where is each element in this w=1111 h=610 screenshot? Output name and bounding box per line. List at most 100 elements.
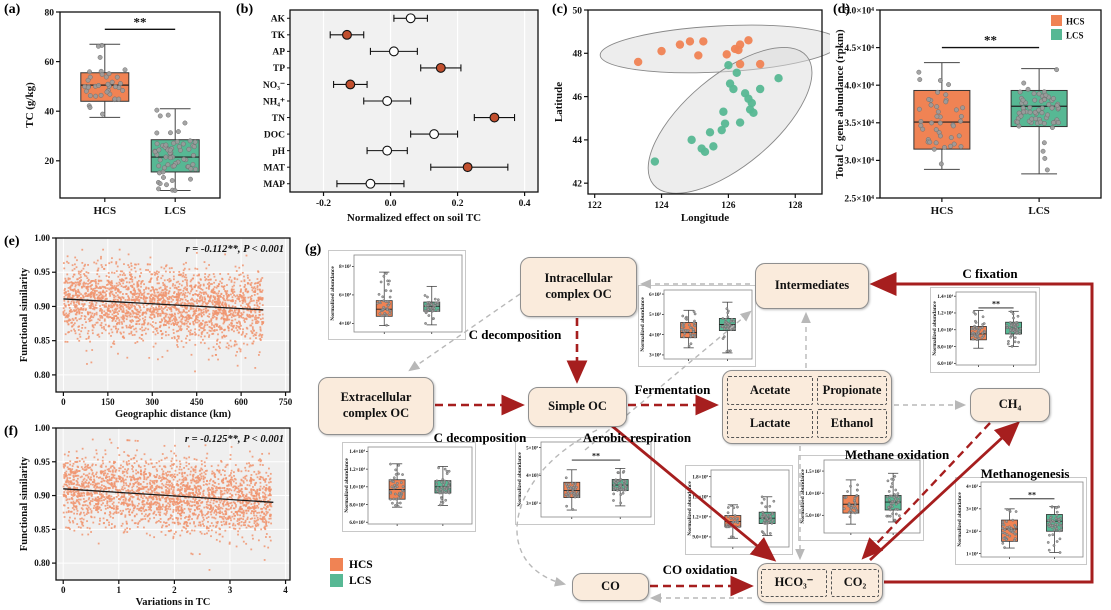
svg-text:NO₃⁻: NO₃⁻ [263, 81, 285, 91]
svg-text:126: 126 [721, 201, 736, 211]
label-c-fixation: C fixation [962, 266, 1018, 281]
panel-f-label: (f) [4, 424, 18, 439]
svg-text:pH: pH [272, 147, 285, 157]
label-co-oxidation: CO oxidation [662, 562, 738, 577]
svg-text:48: 48 [573, 50, 583, 60]
svg-text:Normalized effect on soil TC: Normalized effect on soil TC [347, 212, 481, 224]
panel-a-label: (a) [4, 2, 21, 17]
svg-text:MAP: MAP [263, 180, 285, 190]
svg-text:2.5×10⁴: 2.5×10⁴ [844, 194, 874, 204]
svg-text:Longitude: Longitude [681, 212, 729, 224]
panel-b-label: (b) [236, 2, 254, 17]
svg-text:LCS: LCS [164, 205, 185, 217]
panel-d-boxplot: 2.5×10⁴ 3.0×10⁴ 3.5×10⁴ 4.0×10⁴ 4.5×10⁴ 5.0×1… [832, 2, 1109, 224]
forest-point-AK [405, 13, 416, 24]
panel-c-label: (c) [552, 2, 568, 17]
svg-text:3.0×10⁴: 3.0×10⁴ [844, 157, 874, 167]
node-intermediates: Intermediates [755, 263, 869, 309]
node-hco3: HCO₃⁻ [761, 569, 827, 597]
svg-text:MAT: MAT [264, 163, 286, 173]
inset-methanogenesis: 1×10³ 2×10³ 3×10³ 4×10³ ** Normalized abundan… [955, 477, 1087, 565]
legend-row-hcs: HCS [330, 558, 373, 571]
hcs-swatch [330, 558, 343, 571]
inset-fermentation: 3×10³ 4×10³ 5×10³ 6×10³ Normalized abundance [638, 285, 756, 367]
forest-point-TN [489, 112, 500, 123]
svg-text:HCS: HCS [1066, 17, 1085, 27]
svg-text:Geographic distance (km): Geographic distance (km) [115, 409, 232, 420]
svg-text:**: ** [134, 14, 147, 29]
inset-methane-oxidation: 5.0×10¹ 1.0×10² 1.5×10² Normalized abundanc… [798, 455, 924, 541]
label-aerobic-respiration: Aerobic respiration [582, 430, 692, 445]
svg-text:-0.2: -0.2 [316, 199, 331, 209]
svg-text:1.00: 1.00 [34, 233, 50, 243]
hcs-label: HCS [349, 558, 373, 571]
panel-e-scatter: r = -0.112**, P < 0.001 0 150 300 450 600 750 0… [18, 232, 298, 420]
legend-row-lcs: LCS [330, 574, 373, 587]
forest-point-TK [342, 29, 352, 40]
svg-text:LCS: LCS [1028, 205, 1049, 217]
svg-text:Functional similarity: Functional similarity [19, 267, 30, 362]
inset-co-oxidation: 9.0×10⁴ 1.2×10⁵ 1.5×10⁵ 1.8×10⁵ Normalized a… [685, 465, 793, 555]
node-hco3-co2-group: HCO₃⁻ CO₂ [757, 563, 883, 603]
node-co2: CO₂ [831, 569, 879, 597]
svg-text:5.0×10⁴: 5.0×10⁴ [844, 6, 874, 16]
svg-text:0: 0 [61, 397, 66, 407]
panel-a-boxplot: 20 40 60 80 HCS LCS ** TC (g/kg) [22, 2, 228, 224]
panel-d-label: (d) [833, 2, 851, 17]
svg-text:60: 60 [45, 58, 55, 68]
svg-text:42: 42 [573, 179, 583, 189]
svg-text:124: 124 [654, 201, 669, 211]
node-propionate: Propionate [817, 376, 887, 405]
svg-text:0.95: 0.95 [34, 267, 50, 277]
panel-f-scatter: r = -0.125**, P < 0.001 0 1 2 3 4 0.80 0.85 0.90… [18, 422, 298, 608]
svg-text:TN: TN [272, 114, 285, 124]
forest-point-pH [382, 145, 393, 156]
diagram-legend: HCS LCS [330, 558, 373, 590]
svg-text:0.90: 0.90 [34, 301, 50, 311]
label-c-decomposition-1: C decomposition [468, 327, 562, 342]
inset-aerobic-respiration: 3×10⁵ 4×10⁵ 5×10⁵ ** Normalized abundance [515, 437, 655, 525]
svg-text:TK: TK [271, 31, 285, 41]
svg-text:40: 40 [45, 108, 55, 118]
lcs-label: LCS [349, 574, 372, 587]
node-ethanol: Ethanol [817, 409, 887, 438]
label-c-decomposition-2: C decomposition [433, 430, 527, 445]
forest-point-TP [435, 62, 446, 73]
panel-c-map-scatter: 122 124 126 128 42 44 46 48 50 Longitude Latitude [552, 2, 841, 224]
svg-text:122: 122 [588, 201, 603, 211]
label-fermentation: Fermentation [634, 382, 711, 397]
panel-g-diagram: (g) [300, 230, 1111, 610]
forest-point-DOC [429, 129, 440, 140]
svg-text:20: 20 [45, 157, 55, 167]
forest-point-NH₄⁺ [382, 96, 393, 106]
svg-text:128: 128 [788, 201, 803, 211]
svg-text:4.5×10⁴: 4.5×10⁴ [844, 44, 874, 54]
inset-c-fixation: 6.0×10³ 8.0×10³ 1.0×10⁴ 1.2×10⁴ 1.4×10⁴ ** Nor… [930, 287, 1040, 373]
svg-text:AK: AK [271, 15, 286, 25]
svg-text:NH₄⁺: NH₄⁺ [263, 97, 285, 107]
svg-text:80: 80 [45, 8, 55, 18]
svg-text:Latitude: Latitude [553, 82, 565, 122]
node-lactate: Lactate [727, 409, 813, 438]
svg-text:HCS: HCS [93, 205, 116, 217]
panel-g-label: (g) [305, 242, 322, 257]
svg-text:600: 600 [234, 397, 248, 407]
forest-point-MAT [462, 162, 473, 173]
svg-text:0.4: 0.4 [519, 199, 531, 209]
node-extracellular-complex-oc: Extracellular complex OC [318, 377, 434, 435]
node-ch4: CH₄ [970, 388, 1050, 422]
label-methanogenesis: Methanogenesis [980, 466, 1070, 481]
panel-b-forestplot: AK TK AP TP NO₃⁻ NH₄⁺ TN DOC pH MAT MAP -0.2 0.0 0.2 0… [252, 2, 548, 224]
svg-text:LCS: LCS [1066, 31, 1084, 41]
svg-text:DOC: DOC [264, 130, 285, 140]
svg-text:TP: TP [273, 64, 285, 74]
svg-text:0.80: 0.80 [34, 370, 50, 380]
svg-text:300: 300 [146, 397, 160, 407]
svg-text:r = -0.112**, P < 0.001: r = -0.112**, P < 0.001 [186, 244, 285, 255]
forest-point-AP [388, 46, 399, 57]
svg-text:AP: AP [272, 48, 285, 58]
inset-c-decomposition: 6.0×10³ 8.0×10³ 1.0×10⁴ 1.2×10⁴ 1.4×10⁴ Norma… [342, 442, 476, 532]
svg-text:**: ** [984, 33, 997, 48]
svg-text:750: 750 [279, 397, 293, 407]
